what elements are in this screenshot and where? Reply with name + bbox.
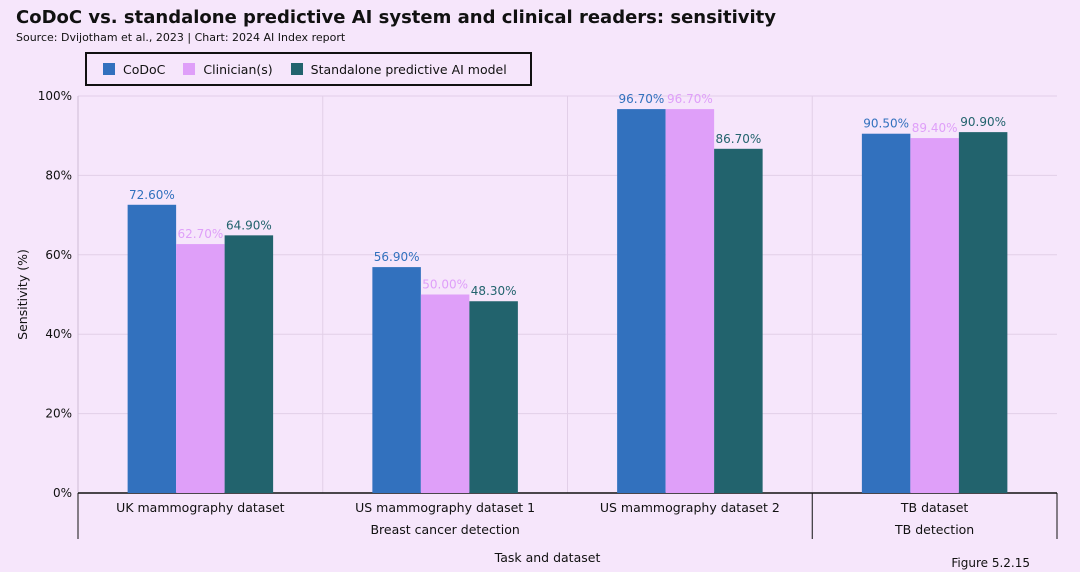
x-tick-label: US mammography dataset 2 — [600, 500, 780, 515]
bar-value-label: 89.40% — [912, 121, 958, 135]
bar — [127, 204, 177, 493]
bar-value-label: 50.00% — [422, 278, 468, 292]
bar-value-label: 72.60% — [129, 188, 175, 202]
bar-value-label: 62.70% — [177, 227, 223, 241]
bar-value-label: 48.30% — [471, 284, 517, 298]
bar — [861, 133, 911, 493]
y-tick-label: 20% — [45, 407, 72, 421]
bar — [420, 294, 470, 493]
bar — [910, 138, 959, 493]
bar — [665, 109, 715, 493]
x-tick-label: UK mammography dataset — [116, 500, 284, 515]
bar — [958, 132, 1008, 493]
y-tick-label: 0% — [53, 486, 72, 500]
legend: CoDoC Clinician(s) Standalone predictive… — [85, 52, 532, 86]
legend-swatch-codoc — [103, 63, 115, 75]
bar-value-label: 86.70% — [715, 132, 761, 146]
bar — [176, 244, 225, 493]
bar-value-label: 64.90% — [226, 218, 272, 232]
legend-item-standalone: Standalone predictive AI model — [290, 61, 507, 77]
bar — [224, 235, 274, 494]
bar — [469, 301, 518, 493]
bar — [714, 148, 763, 493]
bar — [372, 267, 421, 493]
chart-source: Source: Dvijotham et al., 2023 | Chart: … — [16, 31, 346, 44]
bar-value-label: 56.90% — [374, 250, 420, 264]
x-group-label: Breast cancer detection — [370, 522, 519, 537]
y-tick-label: 40% — [45, 327, 72, 341]
legend-swatch-clinician — [183, 63, 196, 75]
bar-value-label: 96.70% — [618, 92, 664, 106]
bar-value-label: 90.90% — [960, 115, 1006, 129]
legend-item-clinician: Clinician(s) — [183, 61, 273, 77]
legend-label-codoc: CoDoC — [123, 61, 166, 77]
legend-swatch-standalone — [290, 63, 303, 75]
x-axis-title: Task and dataset — [494, 550, 601, 565]
x-tick-label: TB dataset — [900, 500, 969, 515]
legend-item-codoc: CoDoC — [103, 62, 165, 77]
x-group-label: TB detection — [894, 522, 974, 537]
figure-label: Figure 5.2.15 — [951, 556, 1030, 570]
x-tick-label: US mammography dataset 1 — [355, 500, 535, 515]
chart-title: CoDoC vs. standalone predictive AI syste… — [16, 7, 776, 28]
bar-value-label: 96.70% — [667, 92, 713, 106]
y-tick-label: 100% — [38, 89, 72, 103]
legend-label-clinician: Clinician(s) — [203, 61, 273, 77]
y-tick-label: 80% — [45, 168, 72, 182]
legend-label-standalone: Standalone predictive AI model — [310, 61, 507, 77]
bar — [617, 109, 666, 493]
y-axis-title: Sensitivity (%) — [15, 249, 30, 340]
bar-value-label: 90.50% — [863, 117, 909, 131]
y-tick-label: 60% — [45, 248, 72, 262]
